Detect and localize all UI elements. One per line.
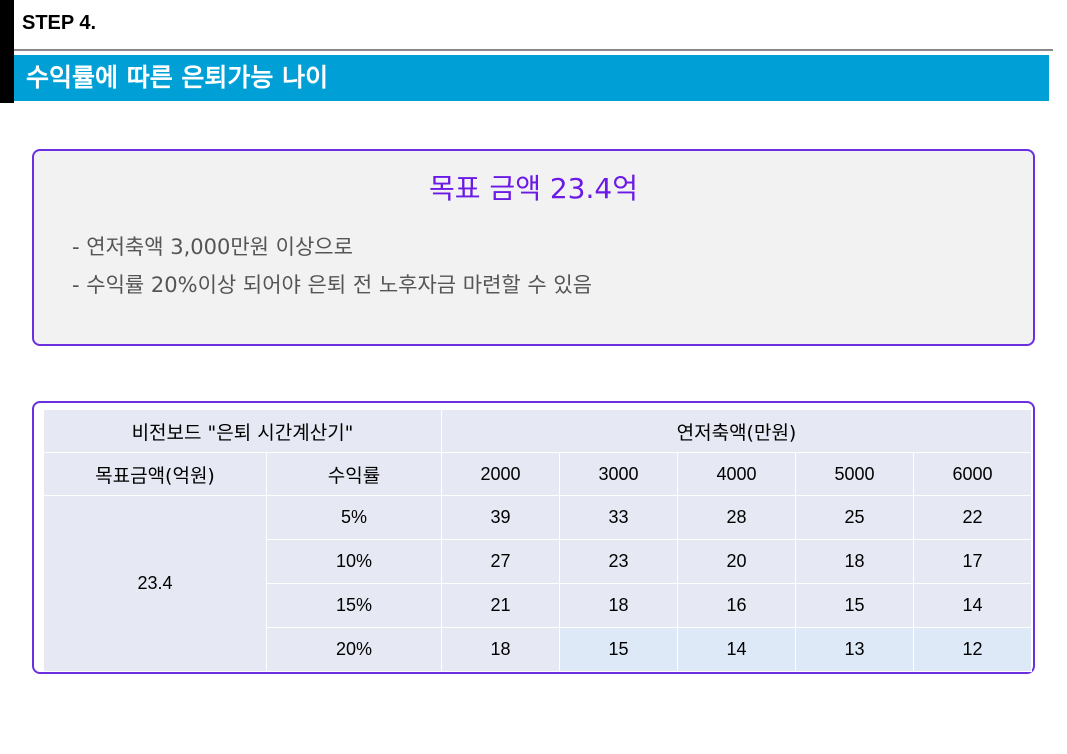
table-row: 15% 21 18 16 15 14 bbox=[44, 583, 1032, 628]
age-cell: 22 bbox=[913, 495, 1032, 540]
age-cell: 16 bbox=[677, 583, 796, 628]
section-banner: 수익률에 따른 은퇴가능 나이 bbox=[14, 55, 1049, 101]
goal-bullet-2: - 수익률 20%이상 되어야 은퇴 전 노후자금 마련할 수 있음 bbox=[72, 273, 593, 297]
savings-col-header: 2000 bbox=[441, 452, 560, 496]
retirement-table-box: 비전보드 "은퇴 시간계산기" 연저축액(만원) 목표금액(억원) 수익률 20… bbox=[32, 401, 1035, 674]
age-cell: 27 bbox=[441, 539, 560, 584]
table-row: 10% 27 23 20 18 17 bbox=[44, 539, 1032, 584]
table-subheader-row: 목표금액(억원) 수익률 2000 3000 4000 5000 6000 bbox=[43, 452, 1032, 496]
rate-cell: 15% bbox=[266, 583, 442, 628]
rate-header-cell: 수익률 bbox=[266, 452, 442, 496]
rate-cell: 10% bbox=[266, 539, 442, 584]
savings-header-cell: 연저축액(만원) bbox=[441, 409, 1032, 453]
goal-header-cell: 목표금액(억원) bbox=[43, 452, 267, 496]
highlighted-age-cell: 15 bbox=[559, 627, 678, 672]
age-cell: 18 bbox=[795, 539, 914, 584]
savings-col-header: 6000 bbox=[913, 452, 1032, 496]
highlighted-age-cell: 14 bbox=[677, 627, 796, 672]
age-cell: 28 bbox=[677, 495, 796, 540]
table-row: 23.4 5% 39 33 28 25 22 bbox=[43, 495, 1032, 672]
calc-title-cell: 비전보드 "은퇴 시간계산기" bbox=[43, 409, 442, 453]
rate-cell: 5% bbox=[266, 495, 442, 540]
header-divider bbox=[14, 49, 1053, 51]
age-cell: 23 bbox=[559, 539, 678, 584]
savings-col-header: 4000 bbox=[677, 452, 796, 496]
savings-col-header: 3000 bbox=[559, 452, 678, 496]
goal-summary-box: 목표 금액 23.4억 - 연저축액 3,000만원 이상으로 - 수익률 20… bbox=[32, 149, 1035, 346]
table-row: 20% 18 15 14 13 12 bbox=[44, 627, 1032, 672]
step-label: STEP 4. bbox=[22, 12, 97, 34]
age-cell: 18 bbox=[441, 627, 560, 672]
age-cell: 18 bbox=[559, 583, 678, 628]
highlighted-age-cell: 13 bbox=[795, 627, 914, 672]
age-cell: 17 bbox=[913, 539, 1032, 584]
retirement-age-table: 비전보드 "은퇴 시간계산기" 연저축액(만원) 목표금액(억원) 수익률 20… bbox=[43, 409, 1032, 672]
age-cell: 39 bbox=[441, 495, 560, 540]
savings-col-header: 5000 bbox=[795, 452, 914, 496]
age-cell: 14 bbox=[913, 583, 1032, 628]
table-header-row: 비전보드 "은퇴 시간계산기" 연저축액(만원) bbox=[43, 409, 1032, 453]
age-cell: 15 bbox=[795, 583, 914, 628]
goal-title: 목표 금액 23.4억 bbox=[429, 172, 638, 205]
goal-amount-cell: 23.4 bbox=[43, 495, 267, 672]
rate-cell: 20% bbox=[266, 627, 442, 672]
age-cell: 33 bbox=[559, 495, 678, 540]
goal-bullet-1: - 연저축액 3,000만원 이상으로 bbox=[72, 235, 353, 259]
age-cell: 21 bbox=[441, 583, 560, 628]
left-accent-bar bbox=[0, 0, 14, 103]
highlighted-age-cell: 12 bbox=[913, 627, 1032, 672]
age-cell: 25 bbox=[795, 495, 914, 540]
age-cell: 20 bbox=[677, 539, 796, 584]
